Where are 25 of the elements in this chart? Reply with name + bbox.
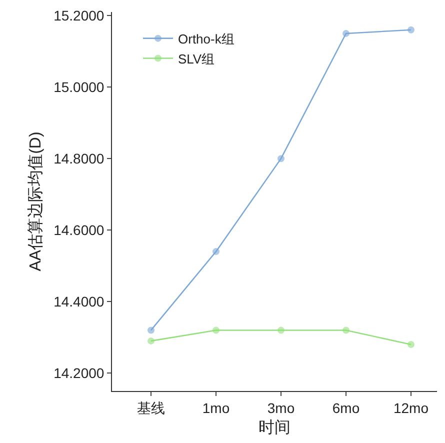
y-tick-label: 14.8000 <box>54 150 104 166</box>
point <box>148 326 154 334</box>
point <box>342 326 350 334</box>
y-tick-label: 15.2000 <box>54 7 104 24</box>
point <box>408 341 414 348</box>
point <box>342 30 350 37</box>
point <box>212 326 220 334</box>
x-tick-label: 12mo <box>393 400 429 416</box>
y-tick-label: 14.4000 <box>54 294 104 310</box>
x-tick-label: 3mo <box>267 400 295 416</box>
point <box>148 337 154 344</box>
x-tick-label: 6mo <box>332 400 360 416</box>
x-tick-label: 1mo <box>202 400 230 416</box>
y-tick-label: 15.0000 <box>54 78 104 95</box>
x-tick-label: 基线 <box>137 400 165 416</box>
y-tick-label: 14.6000 <box>54 222 104 238</box>
point <box>278 155 284 162</box>
legend-label: SLV组 <box>178 51 215 66</box>
legend-label: Ortho-k组 <box>178 31 234 46</box>
point <box>278 326 284 334</box>
x-axis-title: 时间 <box>258 418 290 436</box>
point <box>212 248 220 256</box>
y-axis-title: AA估算边际均值(D) <box>26 132 44 272</box>
point <box>408 26 414 34</box>
y-tick-label: 14.2000 <box>54 365 104 382</box>
